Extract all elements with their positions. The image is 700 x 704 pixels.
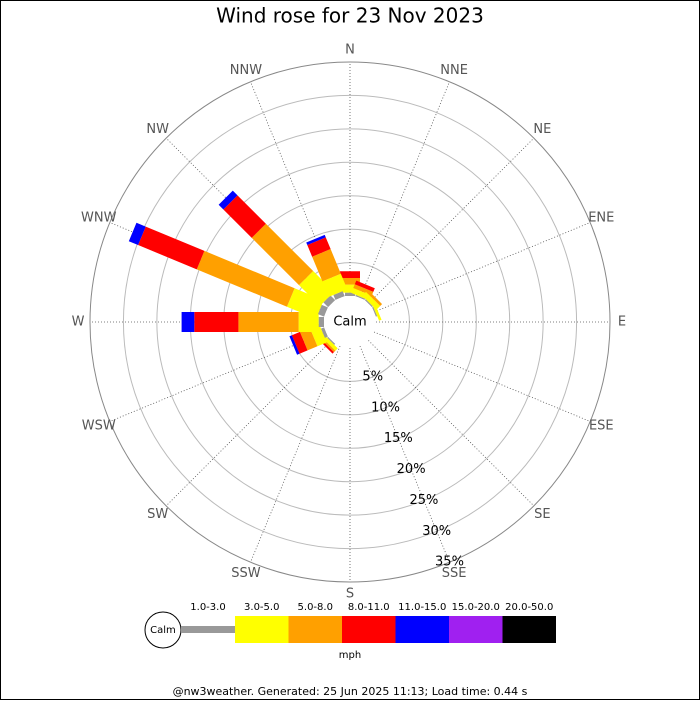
legend-label: 15.0-20.0 (452, 602, 500, 613)
ring-label: 10% (371, 400, 400, 415)
legend-label: 20.0-50.0 (505, 602, 553, 613)
bar-segment (299, 271, 334, 306)
direction-label: NNE (440, 63, 468, 78)
spoke (368, 137, 535, 304)
bar-segment (223, 195, 266, 238)
spoke (373, 222, 591, 313)
bar-segment (323, 295, 336, 308)
ring-label: 20% (397, 462, 426, 477)
bar-segment (289, 335, 300, 355)
bar-segment (362, 291, 381, 310)
bar-segment (372, 306, 378, 317)
legend-swatch (449, 616, 503, 643)
bar-segment (327, 336, 336, 345)
bar-segment (196, 250, 295, 307)
legend-label: 8.0-11.0 (348, 602, 390, 613)
bar-segment (307, 237, 331, 257)
grid-ring (156, 128, 544, 516)
footer: @nw3weather. Generated: 25 Jun 2025 11:1… (173, 685, 528, 698)
bar-segment (321, 334, 338, 351)
bar-segment (238, 312, 299, 332)
bar-segment (251, 223, 314, 286)
bar-segment (366, 289, 383, 306)
direction-label: E (618, 315, 626, 330)
bar-segment (299, 327, 318, 351)
legend-calm-label: Calm (150, 625, 176, 636)
spoke (373, 331, 591, 422)
bar-segment (354, 280, 375, 292)
ring-label: 15% (384, 431, 413, 446)
direction-label: SSW (231, 566, 261, 581)
ring-label: 35% (435, 555, 464, 570)
legend-swatch (235, 616, 289, 643)
bar-segment (355, 294, 366, 300)
bar-segment (128, 222, 146, 246)
bar-segment (194, 312, 239, 332)
direction-label: ENE (588, 210, 614, 225)
bar-segment (317, 304, 328, 317)
legend-swatch (395, 616, 449, 643)
legend-label: 5.0-8.0 (298, 602, 333, 613)
direction-label: SE (534, 507, 550, 522)
direction-label: S (346, 587, 354, 602)
ring-label: 30% (422, 524, 451, 539)
bar-segment (340, 271, 360, 278)
legend-label: 3.0-5.0 (244, 602, 279, 613)
legend-swatch (502, 616, 556, 643)
bar-segment (286, 288, 324, 319)
spoke (109, 331, 327, 422)
bar-segment (181, 312, 195, 332)
spoke (359, 345, 450, 563)
direction-label: NW (146, 122, 169, 137)
bar-segment (312, 249, 341, 282)
direction-label: SSE (442, 566, 467, 581)
bar-segment (291, 331, 308, 354)
bar-segment (364, 299, 373, 308)
spoke (165, 340, 332, 507)
calm-label: Calm (333, 315, 366, 330)
direction-label: WSW (82, 419, 116, 434)
direction-label: W (72, 315, 85, 330)
grid-ring (89, 61, 611, 583)
spoke (359, 81, 450, 299)
bar-segment (333, 291, 345, 300)
spoke (368, 340, 535, 507)
bar-segment (322, 273, 348, 297)
ring-label: 25% (409, 493, 438, 508)
legend-swatch (181, 626, 235, 633)
bar-segment (306, 234, 326, 245)
legend-unit: mph (339, 650, 361, 661)
legend-label: 11.0-15.0 (398, 602, 446, 613)
legend-label: 1.0-3.0 (190, 602, 225, 613)
calm-circle (324, 296, 376, 348)
spoke (250, 345, 341, 563)
grid-ring (122, 94, 578, 550)
direction-label: NNW (230, 63, 262, 78)
ring-label: 5% (362, 369, 383, 384)
bar-segment (345, 292, 355, 296)
chart-title: Wind rose for 23 Nov 2023 (216, 4, 484, 28)
bar-segment (138, 226, 205, 270)
direction-label: WNW (81, 210, 117, 225)
bar-segment (371, 301, 382, 321)
bar-segment (318, 317, 324, 327)
legend-swatch (288, 616, 342, 643)
bar-segment (340, 277, 360, 285)
legend-swatch (342, 616, 396, 643)
direction-label: N (345, 43, 355, 58)
bar-segment (218, 190, 238, 210)
direction-label: SW (147, 507, 168, 522)
direction-label: ESE (589, 419, 614, 434)
direction-label: NE (533, 122, 551, 137)
bar-segment (320, 327, 328, 338)
